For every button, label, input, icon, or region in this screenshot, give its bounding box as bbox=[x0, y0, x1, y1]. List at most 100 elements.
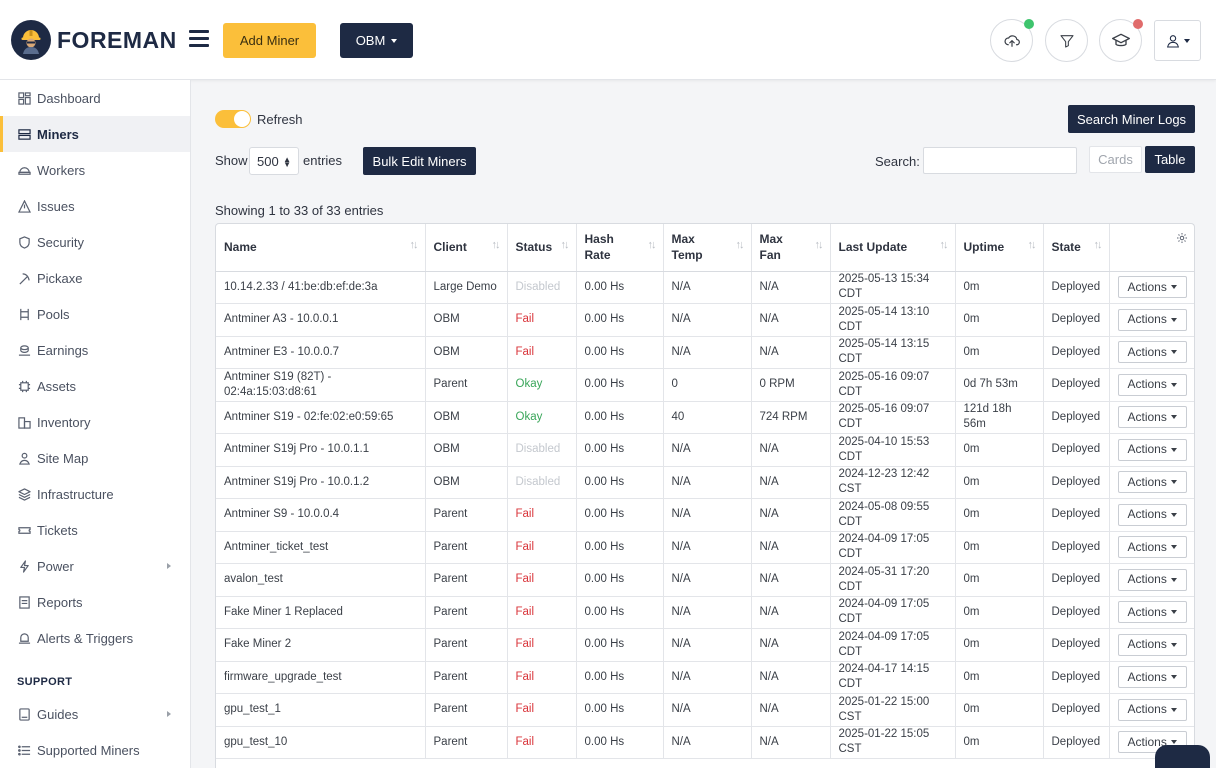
sidebar-item-infrastructure[interactable]: Infrastructure bbox=[0, 476, 190, 512]
sidebar-item-security[interactable]: Security bbox=[0, 224, 190, 260]
filter-button[interactable] bbox=[1045, 19, 1088, 62]
academy-button[interactable] bbox=[1099, 19, 1143, 62]
actions-dropdown-button[interactable]: Actions bbox=[1117, 633, 1187, 656]
cell-hash-rate: 0.00 Hs bbox=[576, 303, 664, 337]
table-row[interactable]: gpu_test_10 Parent Fail 0.00 Hs N/A N/A 2025-0… bbox=[216, 726, 1194, 759]
cell-status: Disabled bbox=[507, 466, 577, 499]
actions-dropdown-button[interactable]: Actions bbox=[1117, 698, 1187, 721]
column-header-client[interactable]: Client ↑↓ bbox=[425, 224, 508, 272]
table-row[interactable]: Antminer S19 (82T) - 02:4a:15:03:d8:61 Pa… bbox=[216, 368, 1194, 402]
table-row[interactable]: avalon_test Parent Fail 0.00 Hs N/A N/A 2024-0… bbox=[216, 563, 1194, 597]
cell-uptime: 0m bbox=[955, 596, 1044, 629]
sidebar-item-pickaxe[interactable]: Pickaxe bbox=[0, 260, 190, 296]
table-row[interactable]: 10.14.2.33 / 41:be:db:ef:de:3a Large Demo… bbox=[216, 271, 1194, 304]
table-row[interactable]: Antminer S9 - 10.0.0.4 Parent Fail 0.00 Hs N… bbox=[216, 498, 1194, 532]
cell-name[interactable]: gpu_test_1 bbox=[216, 693, 426, 727]
entries-per-page-select[interactable]: 500 ▲ ▼ bbox=[249, 147, 299, 175]
sidebar-item-supported-miners[interactable]: Supported Miners bbox=[0, 732, 190, 768]
search-miner-logs-button[interactable]: Search Miner Logs bbox=[1068, 105, 1195, 133]
cell-actions: Actions bbox=[1109, 693, 1194, 727]
cell-client: OBM bbox=[425, 401, 508, 434]
sidebar-item-reports[interactable]: Reports bbox=[0, 584, 190, 620]
sidebar-item-power[interactable]: Power bbox=[0, 548, 190, 584]
chat-widget-button[interactable] bbox=[1155, 745, 1210, 768]
cell-name[interactable]: Fake Miner 1 Replaced bbox=[216, 596, 426, 629]
cell-name[interactable]: firmware_upgrade_test bbox=[216, 661, 426, 694]
cell-state: Deployed bbox=[1043, 498, 1110, 532]
cell-name[interactable]: Antminer_ticket_test bbox=[216, 531, 426, 564]
table-row[interactable]: Antminer S19j Pro - 10.0.1.2 OBM Disabled 0… bbox=[216, 466, 1194, 499]
actions-dropdown-button[interactable]: Actions bbox=[1117, 373, 1187, 396]
cell-hash-rate: 0.00 Hs bbox=[576, 433, 664, 467]
table-row[interactable]: Antminer A3 - 10.0.0.1 OBM Fail 0.00 Hs N/A N… bbox=[216, 303, 1194, 337]
actions-dropdown-button[interactable]: Actions bbox=[1117, 568, 1187, 591]
sidebar-item-earnings[interactable]: Earnings bbox=[0, 332, 190, 368]
sidebar-item-guides[interactable]: Guides bbox=[0, 696, 190, 732]
column-header-state[interactable]: State ↑↓ bbox=[1043, 224, 1110, 272]
cell-name[interactable]: 10.14.2.33 / 41:be:db:ef:de:3a bbox=[216, 271, 426, 304]
cell-state: Deployed bbox=[1043, 368, 1110, 402]
table-row[interactable]: Antminer S19j Pro - 10.0.1.1 OBM Disabled 0… bbox=[216, 433, 1194, 467]
bulk-edit-miners-button[interactable]: Bulk Edit Miners bbox=[363, 147, 476, 175]
column-header-hash-rate[interactable]: Hash Rate ↑↓ bbox=[576, 224, 664, 272]
menu-toggle-icon[interactable] bbox=[189, 30, 209, 47]
column-header-max-temp[interactable]: Max Temp ↑↓ bbox=[663, 224, 752, 272]
actions-dropdown-button[interactable]: Actions bbox=[1117, 666, 1187, 689]
cell-last-update: 2024-04-09 17:05 CDT bbox=[830, 531, 956, 564]
cell-name[interactable]: Antminer S9 - 10.0.0.4 bbox=[216, 498, 426, 532]
actions-dropdown-button[interactable]: Actions bbox=[1117, 536, 1187, 559]
cell-name[interactable]: Antminer S19 (82T) - 02:4a:15:03:d8:61 bbox=[216, 368, 426, 402]
cell-name[interactable]: Antminer S19j Pro - 10.0.1.1 bbox=[216, 433, 426, 467]
search-input[interactable] bbox=[923, 147, 1077, 174]
sidebar-item-inventory[interactable]: Inventory bbox=[0, 404, 190, 440]
sidebar-item-pools[interactable]: Pools bbox=[0, 296, 190, 332]
column-header-max-fan[interactable]: Max Fan ↑↓ bbox=[751, 224, 831, 272]
table-row[interactable]: Fake Miner 1 Replaced Parent Fail 0.00 Hs N/… bbox=[216, 596, 1194, 629]
actions-dropdown-button[interactable]: Actions bbox=[1117, 438, 1187, 461]
sidebar-item-site-map[interactable]: Site Map bbox=[0, 440, 190, 476]
actions-dropdown-button[interactable]: Actions bbox=[1117, 308, 1187, 331]
sidebar-item-alerts-triggers[interactable]: Alerts & Triggers bbox=[0, 620, 190, 656]
actions-dropdown-button[interactable]: Actions bbox=[1117, 406, 1187, 429]
sidebar-item-tickets[interactable]: Tickets bbox=[0, 512, 190, 548]
actions-dropdown-button[interactable]: Actions bbox=[1117, 601, 1187, 624]
sidebar-item-assets[interactable]: Assets bbox=[0, 368, 190, 404]
add-miner-button[interactable]: Add Miner bbox=[223, 23, 316, 58]
sidebar-item-miners[interactable]: Miners bbox=[0, 116, 190, 152]
actions-dropdown-button[interactable]: Actions bbox=[1117, 276, 1187, 299]
cell-name[interactable]: avalon_test bbox=[216, 563, 426, 597]
sidebar-item-workers[interactable]: Workers bbox=[0, 152, 190, 188]
table-row[interactable]: Antminer_ticket_test Parent Fail 0.00 Hs N/A… bbox=[216, 531, 1194, 564]
sidebar-item-dashboard[interactable]: Dashboard bbox=[0, 80, 190, 116]
refresh-toggle[interactable] bbox=[215, 110, 251, 128]
cell-name[interactable]: Fake Miner 2 bbox=[216, 628, 426, 662]
table-row[interactable]: firmware_upgrade_test Parent Fail 0.00 Hs N/… bbox=[216, 661, 1194, 694]
cloud-upload-button[interactable] bbox=[990, 19, 1034, 62]
foreman-logo-icon[interactable] bbox=[11, 20, 51, 60]
cell-name[interactable]: gpu_test_10 bbox=[216, 726, 426, 759]
cell-name[interactable]: Antminer A3 - 10.0.0.1 bbox=[216, 303, 426, 337]
user-menu-button[interactable] bbox=[1154, 20, 1201, 61]
table-view-button[interactable]: Table bbox=[1145, 146, 1195, 173]
cards-view-button[interactable]: Cards bbox=[1089, 146, 1142, 173]
cell-state: Deployed bbox=[1043, 661, 1110, 694]
cell-state: Deployed bbox=[1043, 466, 1110, 499]
client-select-button[interactable]: OBM bbox=[340, 23, 413, 58]
table-row[interactable]: Antminer E3 - 10.0.0.7 OBM Fail 0.00 Hs N/A N… bbox=[216, 336, 1194, 369]
cell-name[interactable]: Antminer S19j Pro - 10.0.1.2 bbox=[216, 466, 426, 499]
column-header-last-update[interactable]: Last Update ↑↓ bbox=[830, 224, 956, 272]
column-header-name[interactable]: Name ↑↓ bbox=[216, 224, 426, 272]
table-row[interactable]: Fake Miner 2 Parent Fail 0.00 Hs N/A N/A 2024-… bbox=[216, 628, 1194, 662]
sidebar-item-label: Security bbox=[37, 234, 84, 250]
cell-name[interactable]: Antminer S19 - 02:fe:02:e0:59:65 bbox=[216, 401, 426, 434]
table-row[interactable]: Antminer S19 - 02:fe:02:e0:59:65 OBM Okay 0… bbox=[216, 401, 1194, 434]
actions-dropdown-button[interactable]: Actions bbox=[1117, 471, 1187, 494]
actions-dropdown-button[interactable]: Actions bbox=[1117, 341, 1187, 364]
sidebar-item-issues[interactable]: Issues bbox=[0, 188, 190, 224]
cell-name[interactable]: Antminer E3 - 10.0.0.7 bbox=[216, 336, 426, 369]
actions-dropdown-button[interactable]: Actions bbox=[1117, 503, 1187, 526]
column-header-uptime[interactable]: Uptime ↑↓ bbox=[955, 224, 1044, 272]
table-row[interactable]: gpu_test_1 Parent Fail 0.00 Hs N/A N/A 2025-01… bbox=[216, 693, 1194, 727]
column-header-status[interactable]: Status ↑↓ bbox=[507, 224, 577, 272]
column-settings[interactable] bbox=[1109, 224, 1194, 272]
